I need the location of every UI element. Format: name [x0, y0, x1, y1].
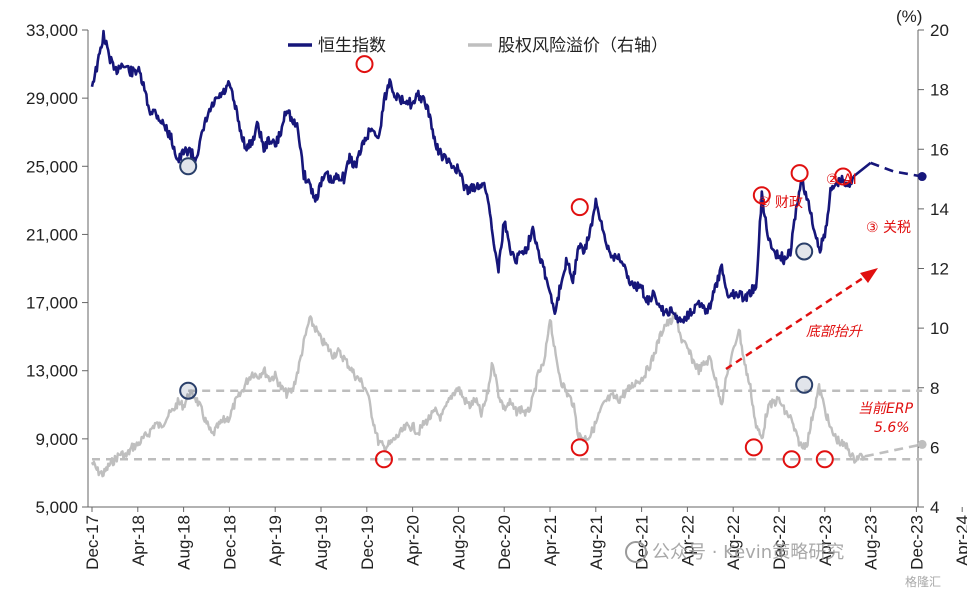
- series-line-erp: [90, 311, 866, 478]
- y-right-tick-label: 18: [930, 81, 949, 100]
- x-tick-label: Apr-24: [953, 515, 967, 566]
- forecast-line-hsi: [870, 161, 923, 178]
- marker-red-erp: [374, 450, 393, 469]
- annotations: ① 财政 ② AI ③ 关税 底部抬升 当前ERP 5.6%: [725, 172, 914, 436]
- y-left-tick-label: 21,000: [26, 225, 78, 244]
- forecast-point-erp: [917, 439, 927, 449]
- watermark: 公众号 · Kevin策略研究 格隆汇: [625, 541, 941, 589]
- right-axis-unit: (%): [896, 7, 922, 26]
- y-right-tick-label: 4: [930, 498, 939, 517]
- x-tick-label: Apr-21: [541, 515, 560, 566]
- marker-red-hsi: [570, 198, 589, 217]
- x-tick-label: Dec-20: [495, 515, 514, 570]
- marker-red-erp: [570, 438, 589, 457]
- y-right-tick-label: 16: [930, 140, 949, 159]
- y-left-tick-label: 5,000: [35, 498, 78, 517]
- annotation-fiscal: ① 财政: [758, 195, 803, 211]
- annotation-tariff: ③ 关税: [866, 220, 911, 236]
- x-tick-label: Apr-18: [129, 515, 148, 566]
- legend: 恒生指数 股权风险溢价（右轴）: [288, 36, 668, 56]
- marker-red-erp: [744, 438, 763, 457]
- x-tick-label: Dec-19: [358, 515, 377, 570]
- annotation-erp-now-label: 当前ERP: [858, 401, 914, 417]
- x-tick-label: Aug-21: [587, 515, 606, 570]
- tick-group: 5,000 9,000 13,000 17,000 21,000 25,000 29,000…: [26, 21, 967, 570]
- x-tick-label: Dec-17: [83, 515, 102, 570]
- y-left-tick-label: 25,000: [26, 157, 78, 176]
- x-tick-label: Dec-18: [220, 515, 239, 570]
- x-tick-label: Aug-23: [862, 515, 881, 570]
- trend-arrow-line: [725, 274, 867, 371]
- forecast-line-erp: [864, 443, 923, 458]
- series-group: [90, 29, 927, 478]
- trend-arrow-head: [860, 268, 878, 283]
- x-tick-label: Aug-18: [175, 515, 194, 570]
- legend-label-hsi: 恒生指数: [318, 36, 386, 56]
- marker-blue-erp: [795, 375, 814, 394]
- marker-red-hsi: [752, 186, 771, 205]
- y-right-tick-label: 6: [930, 438, 939, 457]
- marker-red-hsi: [834, 167, 853, 186]
- y-right-tick-label: 20: [930, 21, 949, 40]
- y-right-tick-label: 8: [930, 379, 939, 398]
- marker-red-erp: [815, 450, 834, 469]
- y-left-tick-label: 9,000: [35, 430, 78, 449]
- watermark-small: 格隆汇: [905, 574, 941, 589]
- reference-lines: [92, 389, 923, 461]
- y-left-tick-label: 17,000: [26, 294, 78, 313]
- marker-red-hsi: [790, 164, 809, 183]
- x-tick-label: Dec-21: [633, 515, 652, 570]
- x-tick-label: Apr-19: [266, 515, 285, 566]
- y-left-tick-label: 13,000: [26, 362, 78, 381]
- y-left-tick-label: 29,000: [26, 89, 78, 108]
- x-tick-label: Apr-20: [404, 515, 423, 566]
- x-tick-label: Apr-22: [678, 515, 697, 566]
- annotation-erp-now-value: 5.6%: [874, 420, 910, 436]
- x-tick-label: Dec-23: [907, 515, 926, 570]
- x-tick-label: Aug-19: [312, 515, 331, 570]
- y-left-tick-label: 33,000: [26, 21, 78, 40]
- x-tick-label: Aug-20: [449, 515, 468, 570]
- y-right-tick-label: 10: [930, 319, 949, 338]
- marker-red-hsi: [355, 55, 374, 74]
- marker-group: [179, 55, 853, 469]
- marker-blue-hsi: [179, 157, 198, 176]
- wechat-icon: [625, 541, 647, 563]
- watermark-text: 公众号 · Kevin策略研究: [652, 542, 844, 563]
- marker-blue-hsi: [795, 242, 814, 261]
- annotation-trend: 底部抬升: [806, 324, 863, 340]
- annotation-ai: ② AI: [826, 172, 857, 188]
- forecast-connector-hsi: [852, 161, 872, 178]
- y-right-tick-label: 12: [930, 260, 949, 279]
- series-line-hsi: [90, 29, 855, 324]
- y-right-tick-label: 14: [930, 200, 949, 219]
- marker-red-erp: [782, 450, 801, 469]
- x-tick-label: Aug-22: [724, 515, 743, 570]
- marker-blue-erp: [179, 381, 198, 400]
- forecast-point-hsi: [917, 172, 927, 182]
- legend-label-erp: 股权风险溢价（右轴）: [498, 36, 668, 56]
- x-tick-label: Dec-22: [770, 515, 789, 570]
- x-tick-label: Apr-23: [816, 515, 835, 566]
